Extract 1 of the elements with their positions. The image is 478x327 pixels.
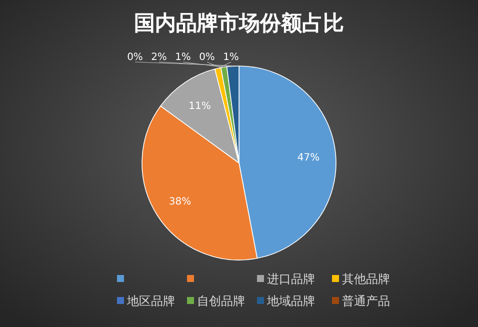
title: 国内品牌市场份额占比 bbox=[134, 11, 344, 35]
